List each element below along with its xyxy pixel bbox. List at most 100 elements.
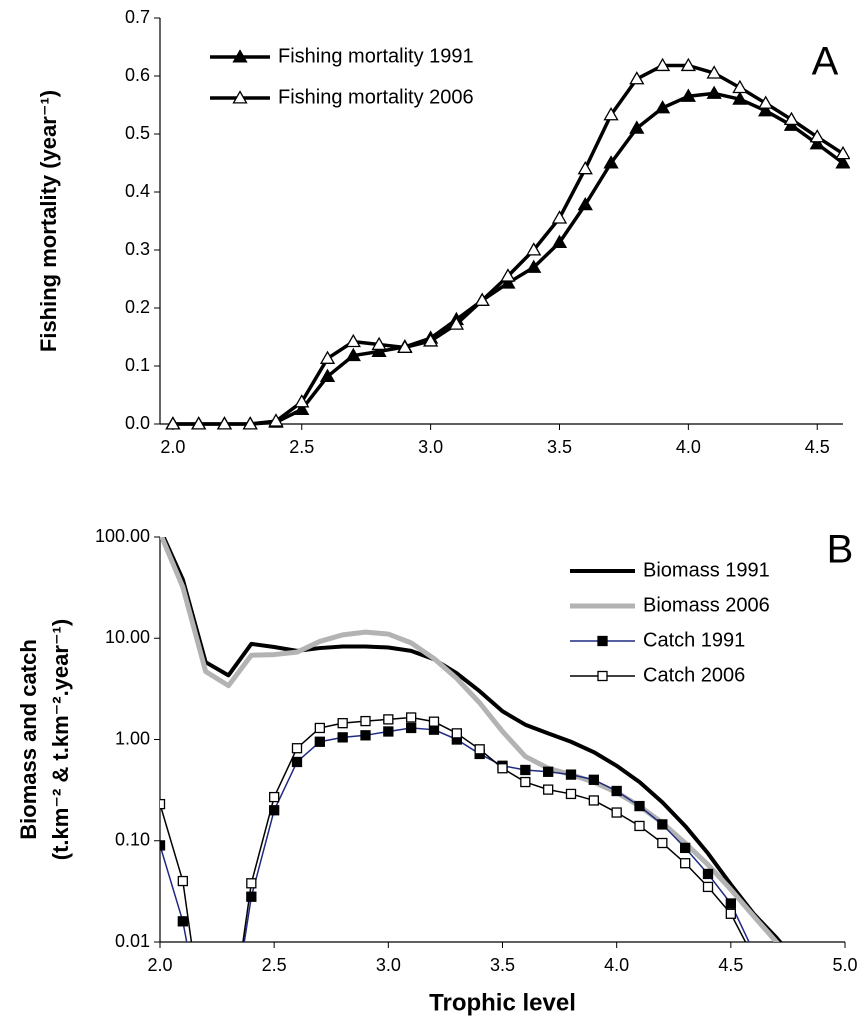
x-tick-label: 2.5: [262, 955, 287, 975]
marker: [177, 916, 188, 927]
marker: [835, 155, 850, 169]
x-tick-label: 5.0: [832, 955, 857, 975]
marker: [520, 764, 531, 776]
x-tick-label: 3.5: [490, 955, 515, 975]
marker: [654, 100, 671, 114]
marker: [657, 837, 668, 849]
plot-area: [160, 537, 783, 942]
marker: [634, 800, 645, 812]
x-tick-label: 4.5: [718, 955, 743, 975]
marker: [383, 714, 394, 725]
series-line: [160, 716, 747, 942]
marker: [629, 71, 645, 85]
legend-label: Biomass 1991: [643, 559, 770, 581]
marker: [835, 145, 850, 160]
marker: [577, 196, 593, 211]
marker: [702, 868, 714, 880]
marker: [732, 91, 748, 105]
y-tick-label: 1.00: [115, 728, 150, 748]
marker: [551, 234, 568, 248]
marker: [603, 107, 619, 121]
marker: [520, 776, 531, 788]
legend-label: Fishing mortality 1991: [278, 45, 474, 67]
marker: [246, 878, 257, 889]
marker: [314, 736, 325, 747]
marker: [371, 336, 387, 351]
marker: [474, 744, 485, 755]
series-line: [161, 537, 783, 942]
marker: [603, 155, 619, 169]
y-tick-label: 0.0: [125, 413, 150, 433]
marker: [269, 791, 280, 803]
legend-marker: [232, 90, 248, 104]
marker: [732, 79, 748, 94]
marker: [406, 712, 417, 723]
marker: [345, 347, 361, 362]
marker: [268, 413, 284, 427]
series-line: [160, 727, 750, 942]
marker: [588, 774, 599, 785]
marker: [551, 210, 568, 224]
marker: [397, 339, 413, 353]
x-tick-label: 2.5: [289, 437, 314, 457]
marker: [406, 722, 417, 734]
marker: [565, 788, 577, 800]
marker: [319, 350, 336, 364]
marker: [423, 333, 439, 347]
legend-label: Catch 2006: [643, 664, 745, 686]
x-tick-label: 3.0: [376, 955, 401, 975]
marker: [611, 785, 622, 797]
marker: [680, 858, 691, 869]
x-tick-label: 4.5: [805, 437, 830, 457]
marker: [680, 842, 691, 854]
series-line: [172, 91, 845, 426]
legend-label: Biomass 2006: [643, 594, 770, 616]
marker: [160, 798, 166, 810]
marker: [680, 88, 696, 102]
marker: [809, 129, 825, 143]
marker: [725, 898, 736, 909]
marker: [337, 732, 348, 743]
legend-marker: [597, 670, 608, 682]
marker: [543, 766, 554, 777]
x-tick-label: 3.5: [547, 437, 572, 457]
x-tick-label: 4.0: [676, 437, 701, 457]
marker: [526, 259, 542, 273]
marker: [165, 416, 181, 430]
y-tick-label: 0.4: [125, 181, 150, 201]
marker: [654, 57, 671, 72]
y-tick-label: 0.2: [125, 297, 150, 317]
marker: [526, 242, 542, 256]
series-line: [160, 537, 780, 942]
marker: [314, 722, 325, 734]
y-tick-label: 0.01: [115, 931, 150, 951]
marker: [428, 716, 440, 727]
marker: [783, 111, 800, 126]
marker: [191, 416, 207, 430]
marker: [565, 769, 577, 780]
panel-label: A: [812, 40, 839, 84]
y-tick-label: 0.7: [125, 7, 150, 27]
x-axis-label: Trophic level: [429, 989, 576, 1016]
marker: [629, 120, 645, 134]
marker: [500, 268, 516, 282]
marker: [500, 275, 516, 289]
marker: [706, 65, 722, 79]
marker: [360, 730, 371, 741]
y-tick-label: 0.5: [125, 123, 150, 143]
marker: [543, 784, 554, 795]
y-axis-label: Biomass and catch: [16, 639, 41, 840]
legend-label: Fishing mortality 2006: [278, 86, 474, 108]
marker: [246, 891, 257, 902]
marker: [177, 875, 188, 887]
panel-label: B: [827, 528, 854, 572]
marker: [448, 316, 465, 330]
marker: [634, 820, 645, 832]
marker: [588, 795, 599, 806]
y-tick-label: 0.3: [125, 239, 150, 259]
marker: [337, 718, 348, 729]
y-tick-label: 100.00: [95, 526, 150, 546]
marker: [809, 136, 825, 150]
marker: [474, 292, 490, 306]
